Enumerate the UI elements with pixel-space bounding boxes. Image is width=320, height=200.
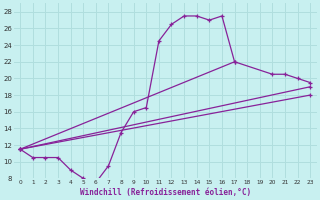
X-axis label: Windchill (Refroidissement éolien,°C): Windchill (Refroidissement éolien,°C): [80, 188, 251, 197]
